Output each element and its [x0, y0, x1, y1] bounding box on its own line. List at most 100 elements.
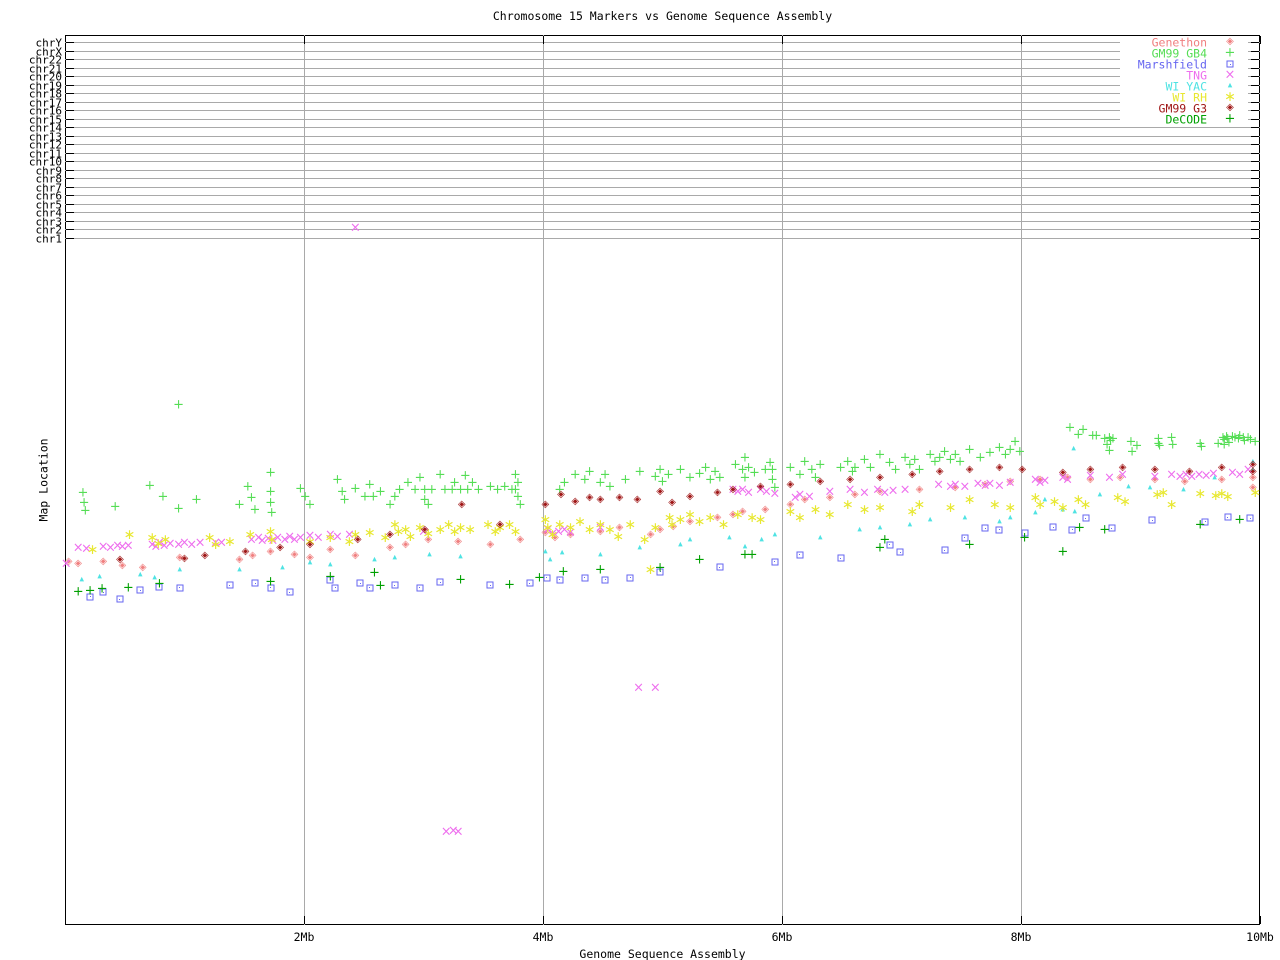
y-tick-label: chr16	[28, 104, 62, 117]
square-dot-center	[984, 527, 986, 529]
point-wi_yac: ▴	[877, 522, 883, 533]
point-gm99_gb4: +	[1229, 430, 1241, 446]
point-gm99_gb4: +	[913, 462, 925, 478]
point-genethon: ◈	[729, 508, 737, 520]
point-gm99_gb4: +	[714, 470, 726, 486]
square-dot-center	[899, 551, 901, 553]
y-tick-left	[66, 221, 74, 222]
legend-label-gm99_g3: GM99 G3	[1158, 100, 1207, 115]
point-gm99_g3: ◈	[420, 523, 429, 535]
x-tick-top	[1260, 36, 1261, 44]
point-tng: ×	[1186, 469, 1198, 485]
point-gm99_gb4: +	[1218, 437, 1230, 453]
point-gm99_gb4: +	[1217, 430, 1229, 446]
point-wi_rh: ∗	[539, 512, 552, 529]
point-tng: ×	[279, 532, 291, 548]
point-gm99_gb4: +	[77, 485, 89, 501]
point-tng: ×	[972, 476, 984, 492]
point-gm99_gb4: +	[559, 475, 570, 491]
point-tng: ×	[440, 824, 452, 840]
point-tng: ×	[150, 539, 162, 555]
point-gm99_gb4: +	[794, 467, 806, 483]
point-gm99_gb4: +	[929, 454, 941, 470]
point-gm99_g3: ◈	[1150, 464, 1159, 476]
point-gm99_gb4: +	[144, 478, 156, 494]
y-tick-right	[1251, 127, 1259, 128]
square-dot-center	[139, 589, 141, 591]
y-tick-right	[1251, 161, 1259, 162]
point-gm99_gb4: +	[446, 482, 458, 498]
point-gm99_gb4: +	[994, 440, 1005, 456]
point-marshfield	[1021, 529, 1029, 537]
y-tick-left	[66, 229, 74, 230]
point-wi_rh: ∗	[874, 499, 886, 516]
point-marshfield	[981, 524, 989, 532]
point-gm99_gb4: +	[467, 475, 478, 491]
point-tng: ×	[547, 526, 558, 542]
point-wi_rh: ∗	[1004, 499, 1017, 516]
point-wi_yac: ▴	[392, 552, 398, 563]
point-marshfield	[601, 576, 609, 584]
point-gm99_g3: ◈	[965, 464, 974, 476]
point-gm99_gb4: +	[234, 497, 245, 513]
point-gm99_gb4: +	[1242, 430, 1254, 446]
square-dot-center	[659, 571, 661, 573]
point-wi_yac: ▴	[817, 532, 823, 543]
point-gm99_g3: ◈	[353, 533, 362, 545]
chr-gridline	[65, 51, 1260, 52]
y-tick-left	[66, 59, 74, 60]
point-gm99_gb4: +	[332, 472, 343, 488]
point-gm99_gb4: +	[1000, 447, 1011, 463]
point-gm99_gb4: +	[1154, 438, 1166, 454]
y-tick-label: chr10	[28, 155, 62, 168]
point-decode: +	[879, 532, 891, 548]
point-genethon: ◈	[669, 521, 678, 533]
point-gm99_g3: ◈	[571, 496, 580, 508]
point-marshfield	[86, 593, 94, 601]
point-gm99_gb4: +	[265, 484, 276, 500]
y-tick-right	[1251, 136, 1259, 137]
point-gm99_gb4: +	[1107, 431, 1119, 447]
point-genethon: ◈	[713, 512, 722, 524]
point-gm99_gb4: +	[663, 467, 674, 483]
point-marshfield	[1049, 523, 1057, 531]
point-marshfield	[286, 588, 294, 596]
point-wi_rh: ∗	[399, 521, 412, 538]
point-marshfield	[1201, 518, 1209, 526]
point-tng: ×	[565, 525, 576, 541]
point-marshfield	[771, 558, 779, 566]
point-decode: +	[739, 547, 751, 563]
point-wi_yac: ▴	[547, 554, 553, 565]
point-tng: ×	[112, 538, 124, 554]
y-tick-right	[1251, 195, 1259, 196]
point-genethon: ◈	[306, 552, 314, 564]
point-wi_yac: ▴	[598, 549, 603, 560]
point-tng: ×	[945, 479, 956, 495]
point-gm99_gb4: +	[709, 464, 721, 480]
y-tick-label: chr18	[28, 87, 62, 100]
point-gm99_g3: ◈	[1248, 458, 1257, 470]
chr-gridline	[65, 68, 1260, 69]
x-gridline	[782, 35, 783, 925]
point-marshfield	[961, 534, 969, 542]
point-wi_rh: ∗	[209, 536, 222, 553]
legend-marker-wi_rh: ∗	[1224, 89, 1236, 105]
square-dot-center	[369, 587, 371, 589]
point-wi_rh: ∗	[1048, 494, 1061, 511]
point-wi_yac: ▴	[328, 559, 333, 570]
point-wi_rh: ∗	[349, 527, 362, 544]
y-tick-label: chr22	[28, 53, 62, 66]
point-wi_rh: ∗	[944, 499, 957, 516]
chr-gridline	[65, 178, 1260, 179]
point-marshfield	[436, 578, 444, 586]
point-wi_yac: ▴	[458, 551, 463, 562]
point-wi_rh: ∗	[546, 527, 559, 544]
point-wi_yac: ▴	[997, 516, 1002, 527]
y-tick-label: chr17	[28, 96, 62, 109]
point-genethon: ◈	[64, 555, 73, 567]
point-genethon: ◈	[738, 506, 747, 518]
chr-gridline	[65, 153, 1260, 154]
point-tng: ×	[173, 537, 184, 553]
point-gm99_gb4: +	[506, 482, 518, 498]
point-wi_yac: ▴	[152, 572, 157, 583]
